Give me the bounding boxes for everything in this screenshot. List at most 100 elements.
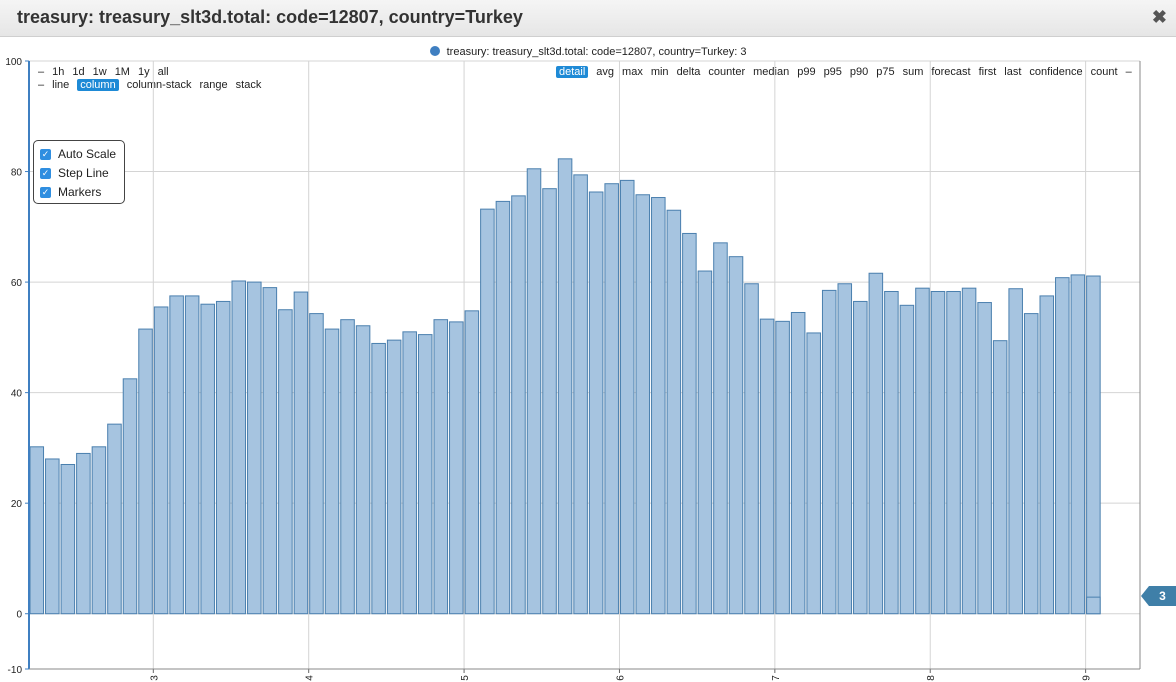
bar — [961, 287, 977, 615]
bar — [1008, 288, 1023, 615]
time-range-1d[interactable]: 1d — [72, 66, 85, 78]
bar — [992, 340, 1008, 615]
time-range-1h[interactable]: 1h — [52, 66, 65, 78]
y-tick-label: -10 — [8, 665, 23, 676]
bar — [386, 339, 402, 615]
step-line-checkbox[interactable]: ✓ — [40, 167, 51, 179]
bar — [682, 232, 697, 615]
bar — [122, 378, 138, 615]
aggregation-detail[interactable]: detail — [556, 66, 589, 78]
bar — [884, 290, 899, 615]
y-tick-label: 20 — [11, 499, 23, 510]
auto-scale-option[interactable]: ✓ Auto Scale — [40, 147, 116, 161]
chart-type-dash[interactable]: – — [38, 79, 45, 91]
auto-scale-checkbox[interactable]: ✓ — [40, 148, 51, 160]
bar — [215, 300, 231, 615]
aggregation-p95[interactable]: p95 — [823, 66, 842, 78]
bar — [868, 272, 884, 615]
aggregation-sum[interactable]: sum — [902, 66, 924, 78]
bar — [107, 423, 122, 615]
bar — [1086, 275, 1101, 615]
legend-series-label: treasury: treasury_slt3d.total: code=128… — [446, 46, 747, 58]
aggregation-confidence[interactable]: confidence — [1029, 66, 1083, 78]
bar — [417, 334, 433, 615]
bar — [293, 291, 309, 615]
bar — [91, 446, 107, 615]
bar — [184, 295, 200, 615]
aggregation-delta[interactable]: delta — [676, 66, 701, 78]
chart-type-column-stack[interactable]: column-stack — [126, 79, 192, 91]
bar — [1023, 313, 1039, 615]
x-tick-label: 4 — [305, 675, 316, 681]
aggregation-first[interactable]: first — [978, 66, 997, 78]
bar — [837, 283, 853, 615]
bar — [433, 319, 449, 615]
bar — [915, 287, 930, 615]
bar — [464, 310, 480, 615]
chart-type-line[interactable]: line — [52, 79, 70, 91]
chart-legend[interactable]: treasury: treasury_slt3d.total: code=128… — [0, 46, 1176, 58]
chart-type-range[interactable]: range — [199, 79, 228, 91]
bar — [324, 328, 340, 615]
time-range-menu: –1h 1d 1w 1M 1y all — [38, 66, 177, 78]
time-range-1y[interactable]: 1y — [137, 66, 150, 78]
bar — [619, 179, 635, 615]
step-line-option[interactable]: ✓ Step Line — [40, 166, 109, 180]
markers-checkbox[interactable]: ✓ — [40, 186, 51, 198]
bar — [573, 174, 588, 615]
bar — [153, 306, 169, 615]
bar — [355, 325, 371, 615]
x-tick-label: 7 — [771, 675, 782, 681]
aggregation-p90[interactable]: p90 — [849, 66, 869, 78]
bar — [76, 452, 91, 615]
aggregation-count[interactable]: count — [1090, 66, 1118, 78]
bar — [247, 281, 262, 615]
aggregation-p99[interactable]: p99 — [797, 66, 816, 78]
close-icon[interactable]: ✖ — [1151, 7, 1167, 27]
chart-type-column[interactable]: column — [77, 79, 119, 91]
x-tick-label: 9 — [1082, 675, 1093, 681]
aggregation-avg[interactable]: avg — [596, 66, 615, 78]
bar — [60, 463, 76, 615]
aggregation-max[interactable]: max — [622, 66, 643, 78]
bar — [651, 197, 666, 615]
bar — [697, 270, 713, 615]
bar — [138, 328, 153, 615]
bar — [635, 194, 651, 615]
y-tick-label: 80 — [11, 168, 23, 179]
bar — [511, 195, 526, 615]
bar — [371, 342, 386, 615]
markers-option[interactable]: ✓ Markers — [40, 185, 101, 199]
x-tick-label: 3 — [149, 675, 160, 681]
bar — [790, 311, 806, 615]
bar — [480, 208, 495, 615]
y-tick-label: 0 — [16, 610, 22, 621]
window-title: treasury: treasury_slt3d.total: code=128… — [17, 7, 523, 27]
aggregation-p75[interactable]: p75 — [876, 66, 895, 78]
aggregation-menu: detail avg max min delta counter median p99 p95 p… — [556, 66, 1140, 78]
bar — [29, 446, 45, 615]
x-tick-label: 5 — [460, 675, 471, 681]
step-line-label: Step Line — [58, 166, 109, 180]
bar — [45, 458, 60, 615]
aggregation-forecast[interactable]: forecast — [931, 66, 971, 78]
aggregation-median[interactable]: median — [753, 66, 790, 78]
aggregation-min[interactable]: min — [650, 66, 669, 78]
bar — [946, 290, 961, 615]
time-range-1w[interactable]: 1w — [92, 66, 107, 78]
chart-type-menu: – line column column-stack range stack — [38, 79, 269, 91]
bar — [775, 320, 790, 615]
time-range-all[interactable]: all — [157, 66, 169, 78]
chart-type-stack[interactable]: stack — [235, 79, 262, 91]
aggregation-dash[interactable]: – — [1125, 66, 1132, 78]
time-range-1m[interactable]: 1M — [114, 66, 130, 78]
time-range-dash[interactable]: – — [38, 66, 45, 78]
bar — [542, 188, 557, 615]
bar — [930, 290, 946, 615]
aggregation-last[interactable]: last — [1004, 66, 1022, 78]
bar — [1086, 596, 1101, 615]
bar — [557, 158, 573, 615]
aggregation-counter[interactable]: counter — [708, 66, 746, 78]
bar — [1070, 274, 1086, 615]
